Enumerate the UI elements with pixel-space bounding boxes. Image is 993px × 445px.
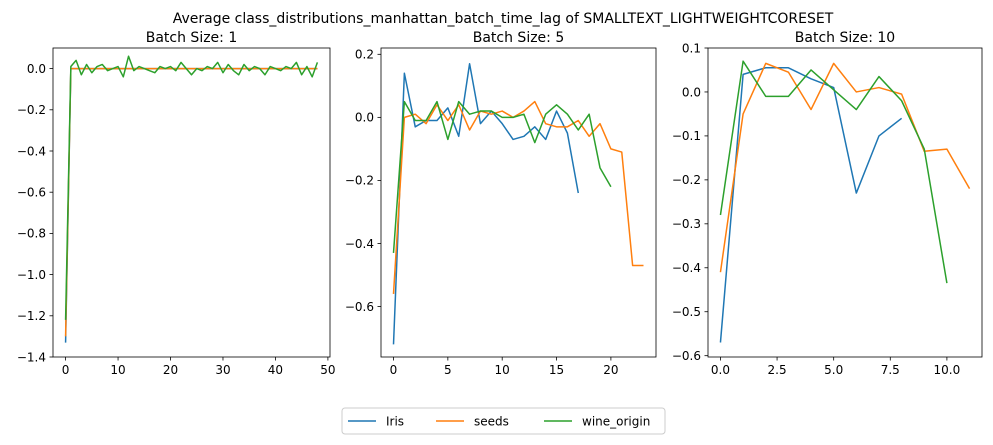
- legend-label: seeds: [474, 415, 509, 429]
- x-tick-label: 10.0: [934, 363, 961, 377]
- x-tick-label: 0: [62, 363, 70, 377]
- legend-label: Iris: [386, 415, 404, 429]
- y-tick-label: −0.3: [672, 217, 701, 231]
- y-tick-label: −0.6: [17, 186, 46, 200]
- legend-box: [341, 407, 666, 435]
- series-line-seeds: [392, 100, 644, 294]
- y-tick-label: 0.0: [27, 62, 46, 76]
- series-line-iris: [64, 67, 318, 343]
- figure-suptitle: Average class_distributions_manhattan_ba…: [173, 11, 834, 27]
- axes-frame: [52, 47, 331, 358]
- y-tick-label: −0.5: [672, 305, 701, 319]
- y-tick-label: −0.2: [345, 174, 374, 188]
- y-tick-label: 0.0: [355, 111, 374, 125]
- x-tick-label: 10: [495, 363, 510, 377]
- y-tick-label: 0.2: [355, 48, 374, 62]
- subplot-title: Batch Size: 5: [473, 30, 565, 46]
- y-tick-label: −0.2: [672, 173, 701, 187]
- x-tick-label: 2.5: [768, 363, 787, 377]
- subplot-3: 0.0 2.5 5.0 7.5 10.0 0.1 0.0 −0.1 −0.2 −0.3 −0.4 −0…: [672, 30, 983, 377]
- series-line-seeds: [719, 62, 971, 273]
- subplot-title: Batch Size: 1: [146, 30, 238, 46]
- y-tick-label: 0.1: [682, 41, 701, 55]
- subplot-2: 0 5 10 15 20 0.2 0.0 −0.2 −0.4 −0.6 Batch Size: 5: [345, 30, 657, 377]
- series-line-wine-origin: [719, 60, 948, 284]
- x-tick-label: 30: [215, 363, 230, 377]
- axes-frame: [707, 47, 983, 358]
- x-tick-label: 5: [444, 363, 452, 377]
- y-tick-label: −1.2: [17, 309, 46, 323]
- x-tick-label: 0: [390, 363, 398, 377]
- y-tick-label: −0.4: [345, 237, 374, 251]
- y-tick-label: −0.4: [672, 261, 701, 275]
- legend-label: wine_origin: [582, 415, 650, 429]
- y-tick-label: 0.0: [682, 85, 701, 99]
- series-line-iris: [392, 63, 580, 345]
- y-tick-label: −1.0: [17, 268, 46, 282]
- x-tick-label: 15: [549, 363, 564, 377]
- series-line-seeds: [64, 67, 318, 337]
- y-tick-label: −0.6: [345, 300, 374, 314]
- x-tick-label: 10: [110, 363, 125, 377]
- x-tick-label: 50: [320, 363, 335, 377]
- axes-frame: [380, 47, 657, 358]
- x-tick-label: 0.0: [711, 363, 730, 377]
- y-tick-label: −1.4: [17, 350, 46, 364]
- x-tick-label: 7.5: [881, 363, 900, 377]
- x-tick-label: 20: [163, 363, 178, 377]
- y-tick-label: −0.1: [672, 129, 701, 143]
- legend: Iris seeds wine_origin: [341, 407, 666, 435]
- subplot-title: Batch Size: 10: [795, 30, 895, 46]
- y-tick-label: −0.8: [17, 227, 46, 241]
- x-tick-label: 5.0: [824, 363, 843, 377]
- series-line-wine-origin: [392, 100, 612, 254]
- series-line-wine-origin: [64, 55, 319, 320]
- y-tick-label: −0.4: [17, 144, 46, 158]
- y-tick-label: −0.6: [672, 349, 701, 363]
- x-tick-label: 20: [603, 363, 618, 377]
- x-tick-label: 40: [268, 363, 283, 377]
- y-tick-label: −0.2: [17, 103, 46, 117]
- subplot-1: 0 10 20 30 40 50 0.0 −0.2 −0.4 −0.6 −0.8 −1.0 −1.2 −1…: [17, 30, 336, 377]
